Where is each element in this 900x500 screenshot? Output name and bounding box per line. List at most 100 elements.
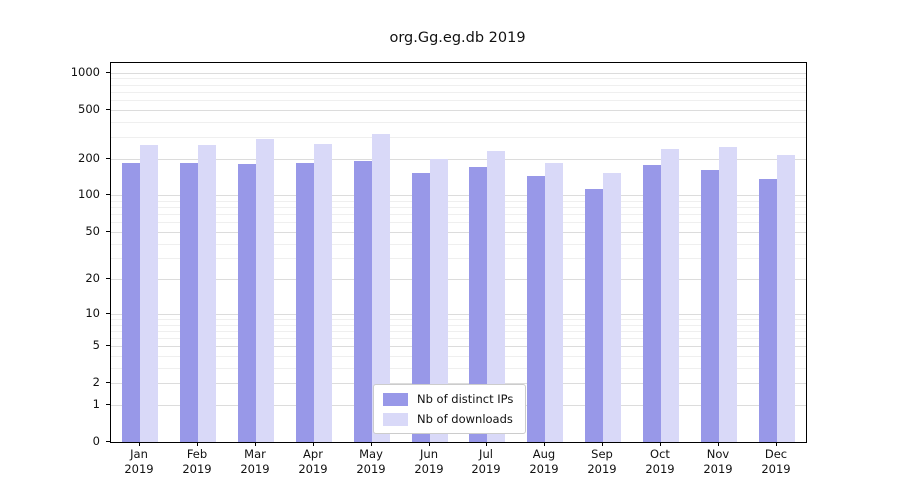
major-gridline <box>111 346 806 347</box>
bar-downloads-aug <box>545 163 563 442</box>
bar-downloads-nov <box>719 147 737 442</box>
bar-downloads-jan <box>140 145 158 442</box>
x-tick-label: Mar 2019 <box>240 447 270 476</box>
minor-gridline <box>111 244 806 245</box>
bar-downloads-may <box>372 134 390 442</box>
plot-area: Nb of distinct IPs Nb of downloads <box>110 62 807 443</box>
bar-distinct-ips-may <box>354 161 372 442</box>
bar-distinct-ips-sep <box>585 189 603 442</box>
minor-gridline <box>111 207 806 208</box>
bar-distinct-ips-dec <box>759 179 777 442</box>
bar-distinct-ips-feb <box>180 163 198 442</box>
y-tick-mark <box>106 313 110 314</box>
major-gridline <box>111 232 806 233</box>
bar-downloads-sep <box>603 173 621 442</box>
minor-gridline <box>111 92 806 93</box>
bar-distinct-ips-aug <box>527 176 545 442</box>
chart-title: org.Gg.eg.db 2019 <box>389 30 526 46</box>
bar-distinct-ips-jan <box>122 163 140 442</box>
x-tick-mark <box>660 442 661 446</box>
minor-gridline <box>111 331 806 332</box>
minor-gridline <box>111 201 806 202</box>
x-tick-mark <box>718 442 719 446</box>
y-tick-label: 50 <box>85 224 100 238</box>
x-tick-label: Jan 2019 <box>124 447 154 476</box>
bar-downloads-jul <box>487 151 505 442</box>
minor-gridline <box>111 222 806 223</box>
x-tick-label: Jun 2019 <box>414 447 444 476</box>
y-tick-label: 200 <box>78 151 100 165</box>
minor-gridline <box>111 368 806 369</box>
y-tick-label: 0 <box>92 434 100 448</box>
major-gridline <box>111 314 806 315</box>
x-tick-mark <box>486 442 487 446</box>
y-tick-label: 1000 <box>70 65 100 79</box>
x-tick-mark <box>197 442 198 446</box>
x-tick-label: Nov 2019 <box>703 447 733 476</box>
legend-item-distinct-ips: Nb of distinct IPs <box>383 392 513 406</box>
minor-gridline <box>111 85 806 86</box>
bar-downloads-dec <box>777 155 795 442</box>
y-tick-mark <box>106 231 110 232</box>
minor-gridline <box>111 214 806 215</box>
bar-distinct-ips-nov <box>701 170 719 442</box>
x-tick-mark <box>544 442 545 446</box>
x-tick-label: Aug 2019 <box>529 447 559 476</box>
y-tick-mark <box>106 109 110 110</box>
minor-gridline <box>111 137 806 138</box>
legend-item-downloads: Nb of downloads <box>383 412 513 426</box>
minor-gridline <box>111 319 806 320</box>
y-tick-label: 1 <box>92 397 100 411</box>
x-tick-label: Jul 2019 <box>471 447 501 476</box>
minor-gridline <box>111 325 806 326</box>
y-tick-label: 2 <box>92 375 100 389</box>
bar-distinct-ips-jun <box>412 173 430 442</box>
bar-distinct-ips-jul <box>469 167 487 442</box>
x-tick-mark <box>429 442 430 446</box>
major-gridline <box>111 195 806 196</box>
legend-swatch-distinct-ips <box>383 392 408 406</box>
bar-downloads-apr <box>314 144 332 442</box>
minor-gridline <box>111 258 806 259</box>
y-tick-label: 10 <box>85 306 100 320</box>
major-gridline <box>111 73 806 74</box>
minor-gridline <box>111 100 806 101</box>
x-tick-mark <box>313 442 314 446</box>
x-tick-mark <box>776 442 777 446</box>
y-tick-mark <box>106 345 110 346</box>
major-gridline <box>111 159 806 160</box>
bar-distinct-ips-mar <box>238 164 256 442</box>
bar-downloads-oct <box>661 149 679 442</box>
x-tick-mark <box>602 442 603 446</box>
bar-distinct-ips-apr <box>296 163 314 442</box>
y-tick-label: 100 <box>78 187 100 201</box>
bar-downloads-feb <box>198 145 216 442</box>
minor-gridline <box>111 356 806 357</box>
legend-label-downloads: Nb of downloads <box>417 412 513 426</box>
bar-distinct-ips-oct <box>643 165 661 442</box>
x-tick-label: Dec 2019 <box>761 447 791 476</box>
x-tick-mark <box>139 442 140 446</box>
y-tick-mark <box>106 382 110 383</box>
y-tick-label: 20 <box>85 271 100 285</box>
y-tick-mark <box>106 72 110 73</box>
x-tick-label: Feb 2019 <box>182 447 212 476</box>
y-tick-mark <box>106 158 110 159</box>
y-tick-label: 500 <box>78 102 100 116</box>
x-tick-label: Apr 2019 <box>298 447 328 476</box>
minor-gridline <box>111 122 806 123</box>
major-gridline <box>111 383 806 384</box>
y-tick-mark <box>106 441 110 442</box>
bar-downloads-mar <box>256 139 274 442</box>
legend: Nb of distinct IPs Nb of downloads <box>373 384 527 434</box>
y-tick-label: 5 <box>92 338 100 352</box>
legend-swatch-downloads <box>383 412 408 426</box>
legend-label-distinct-ips: Nb of distinct IPs <box>417 392 514 406</box>
major-gridline <box>111 110 806 111</box>
y-tick-mark <box>106 278 110 279</box>
x-tick-label: Oct 2019 <box>645 447 675 476</box>
y-tick-mark <box>106 404 110 405</box>
bar-downloads-jun <box>430 159 448 442</box>
x-tick-mark <box>371 442 372 446</box>
